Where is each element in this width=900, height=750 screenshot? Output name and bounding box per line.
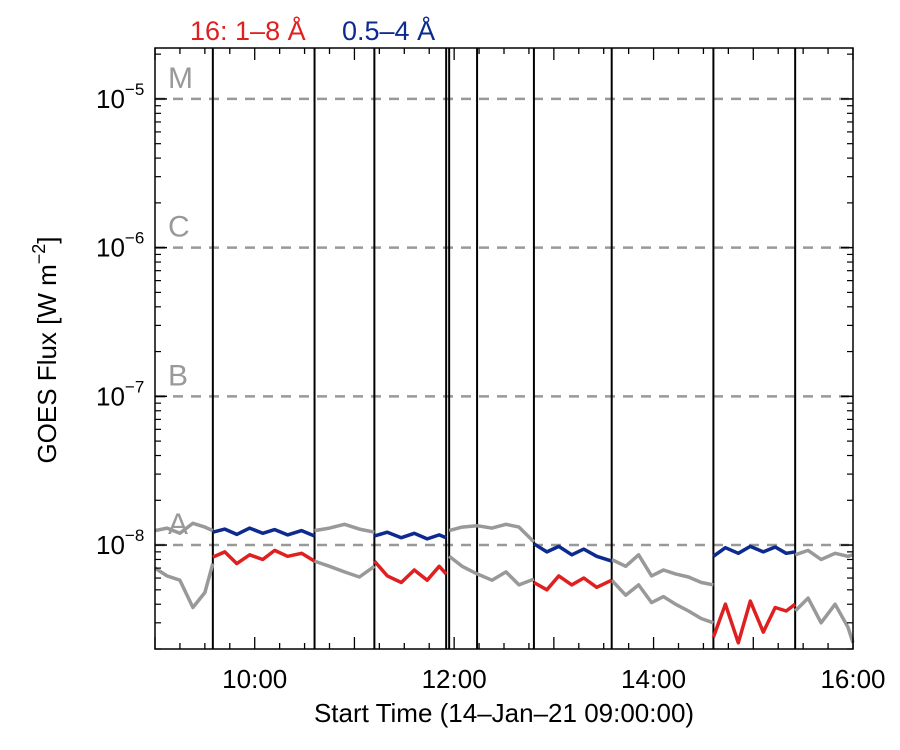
y-tick-label-2: 10−6	[96, 229, 144, 263]
series-segment-1	[154, 563, 215, 610]
y-tick-base: 10	[96, 530, 125, 560]
y-tick-label-0: 10−8	[96, 526, 144, 560]
y-tick-exp: −6	[125, 229, 144, 248]
y-tick-exp: −7	[125, 377, 144, 396]
y-tick-base: 10	[96, 381, 125, 411]
series-segment-7	[610, 579, 714, 625]
series-16-1-8-	[212, 548, 797, 645]
series-segment-0	[212, 548, 316, 566]
legend-label-0.5-4-angstrom: 0.5–4 Å	[342, 15, 435, 46]
series-segment-2	[532, 542, 613, 563]
series-segment-9	[793, 596, 855, 644]
y-tick-exp: −8	[125, 526, 144, 545]
x-tick-label-0: 10:00	[222, 664, 287, 694]
class-label-A: A	[168, 508, 188, 541]
series-segment-3	[712, 544, 796, 558]
y-axis-title-sup: −2	[29, 244, 49, 265]
series-segment-8	[794, 548, 854, 562]
y-tick-label-1: 10−7	[96, 377, 144, 411]
series-segment-4	[448, 522, 536, 544]
series-segment-5	[448, 554, 535, 587]
class-label-M: M	[168, 62, 193, 95]
vertical-marker-lines	[211, 48, 797, 649]
series-background	[154, 521, 855, 644]
series-segment-0	[212, 526, 316, 538]
class-label-B: B	[168, 359, 188, 392]
y-axis-title: GOES Flux [W m−2]	[29, 236, 62, 463]
x-tick-labels: 10:00 12:00 14:00 16:00	[222, 664, 885, 694]
legend: 16: 1–8 Å 0.5–4 Å	[190, 15, 435, 46]
y-tick-base: 10	[96, 84, 125, 114]
series-segment-0	[154, 521, 214, 536]
axis-ticks	[154, 48, 854, 650]
x-tick-label-3: 16:00	[820, 664, 885, 694]
class-label-C: C	[168, 211, 190, 244]
series-segment-1	[373, 559, 448, 585]
flare-class-labels: A B C M	[168, 62, 193, 541]
x-axis-title: Start Time (14–Jan–21 09:00:00)	[314, 698, 694, 728]
x-tick-label-2: 14:00	[621, 664, 686, 694]
series-segment-1	[373, 530, 447, 541]
legend-label-1-8-angstrom: 16: 1–8 Å	[190, 15, 306, 46]
x-tick-label-1: 12:00	[422, 664, 487, 694]
series-segment-3	[313, 559, 376, 579]
y-tick-exp: −5	[125, 80, 144, 99]
series-layer	[154, 521, 855, 645]
series-segment-3	[711, 599, 797, 645]
y-axis-title-close: ]	[32, 236, 62, 243]
series-0-5-4-	[212, 526, 796, 563]
series-segment-6	[610, 553, 714, 587]
series-segment-2	[314, 522, 375, 534]
y-axis-title-main: GOES Flux [W m	[32, 264, 62, 463]
class-gridlines	[155, 97, 853, 547]
y-tick-labels: 10−810−710−610−5	[96, 80, 144, 560]
series-segment-2	[533, 574, 613, 592]
y-tick-label-3: 10−5	[96, 80, 144, 114]
y-tick-base: 10	[96, 233, 125, 263]
